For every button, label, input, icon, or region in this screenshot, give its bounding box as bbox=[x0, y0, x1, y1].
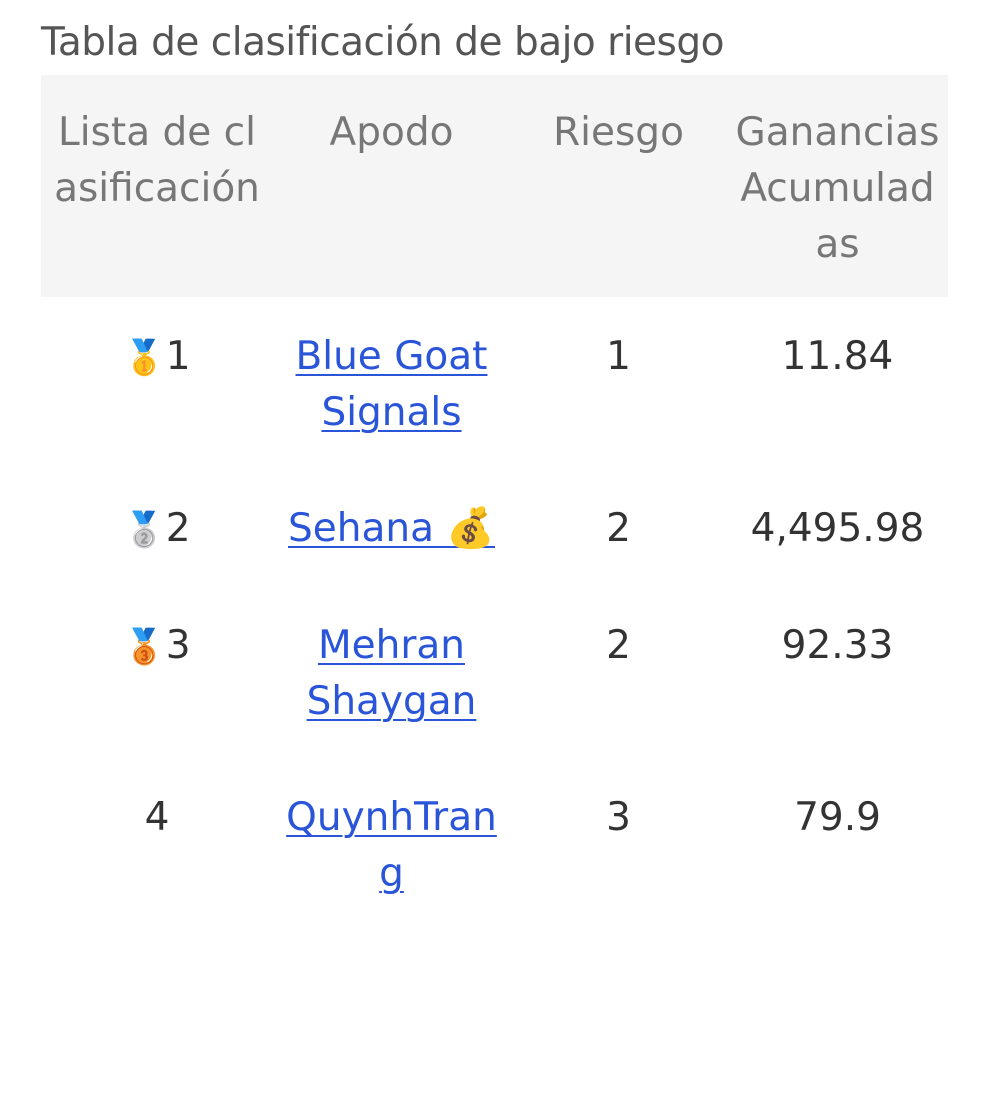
header-earnings: Ganancias Acumuladas bbox=[727, 75, 948, 297]
header-rank: Lista de clasificación bbox=[41, 75, 273, 297]
gold-medal-icon: 🥇 bbox=[123, 338, 166, 378]
rank-cell: 4 bbox=[41, 760, 273, 932]
nickname-link[interactable]: Mehran Shaygan bbox=[306, 623, 477, 724]
page-title: Tabla de clasificación de bajo riesgo bbox=[41, 20, 725, 65]
leaderboard-table: Lista de clasificación Apodo Riesgo Gana… bbox=[41, 75, 948, 932]
rank-value: 4 bbox=[144, 795, 170, 840]
table-row: 🥉3 Mehran Shaygan 2 92.33 bbox=[41, 588, 948, 760]
silver-medal-icon: 🥈 bbox=[123, 510, 166, 550]
table-row: 🥇1 Blue Goat Signals 1 11.84 bbox=[41, 297, 948, 471]
nickname-cell: QuynhTrang bbox=[273, 760, 510, 932]
risk-cell: 2 bbox=[606, 623, 631, 668]
rank-cell: 🥉3 bbox=[41, 588, 273, 760]
rank-value: 2 bbox=[165, 506, 191, 551]
earnings-cell: 92.33 bbox=[781, 623, 894, 668]
nickname-cell: Mehran Shaygan bbox=[273, 588, 510, 760]
risk-cell: 1 bbox=[606, 334, 631, 379]
nickname-cell: Blue Goat Signals bbox=[273, 297, 510, 471]
nickname-link[interactable]: Sehana 💰 bbox=[288, 506, 495, 551]
nickname-link[interactable]: Blue Goat Signals bbox=[295, 334, 488, 435]
rank-value: 1 bbox=[165, 334, 191, 379]
table-row: 🥈2 Sehana 💰 2 4,495.98 bbox=[41, 471, 948, 588]
risk-cell: 2 bbox=[606, 506, 631, 551]
rank-cell: 🥈2 bbox=[41, 471, 273, 588]
rank-cell: 🥇1 bbox=[41, 297, 273, 471]
header-nickname: Apodo bbox=[273, 75, 510, 297]
header-risk: Riesgo bbox=[510, 75, 727, 297]
bronze-medal-icon: 🥉 bbox=[123, 627, 166, 667]
earnings-cell: 79.9 bbox=[794, 795, 881, 840]
rank-value: 3 bbox=[165, 623, 191, 668]
table-header-row: Lista de clasificación Apodo Riesgo Gana… bbox=[41, 75, 948, 297]
nickname-link[interactable]: QuynhTrang bbox=[286, 795, 497, 896]
table-row: 4 QuynhTrang 3 79.9 bbox=[41, 760, 948, 932]
earnings-cell: 4,495.98 bbox=[750, 506, 925, 551]
earnings-cell: 11.84 bbox=[781, 334, 894, 379]
risk-cell: 3 bbox=[606, 795, 631, 840]
nickname-cell: Sehana 💰 bbox=[273, 471, 510, 588]
